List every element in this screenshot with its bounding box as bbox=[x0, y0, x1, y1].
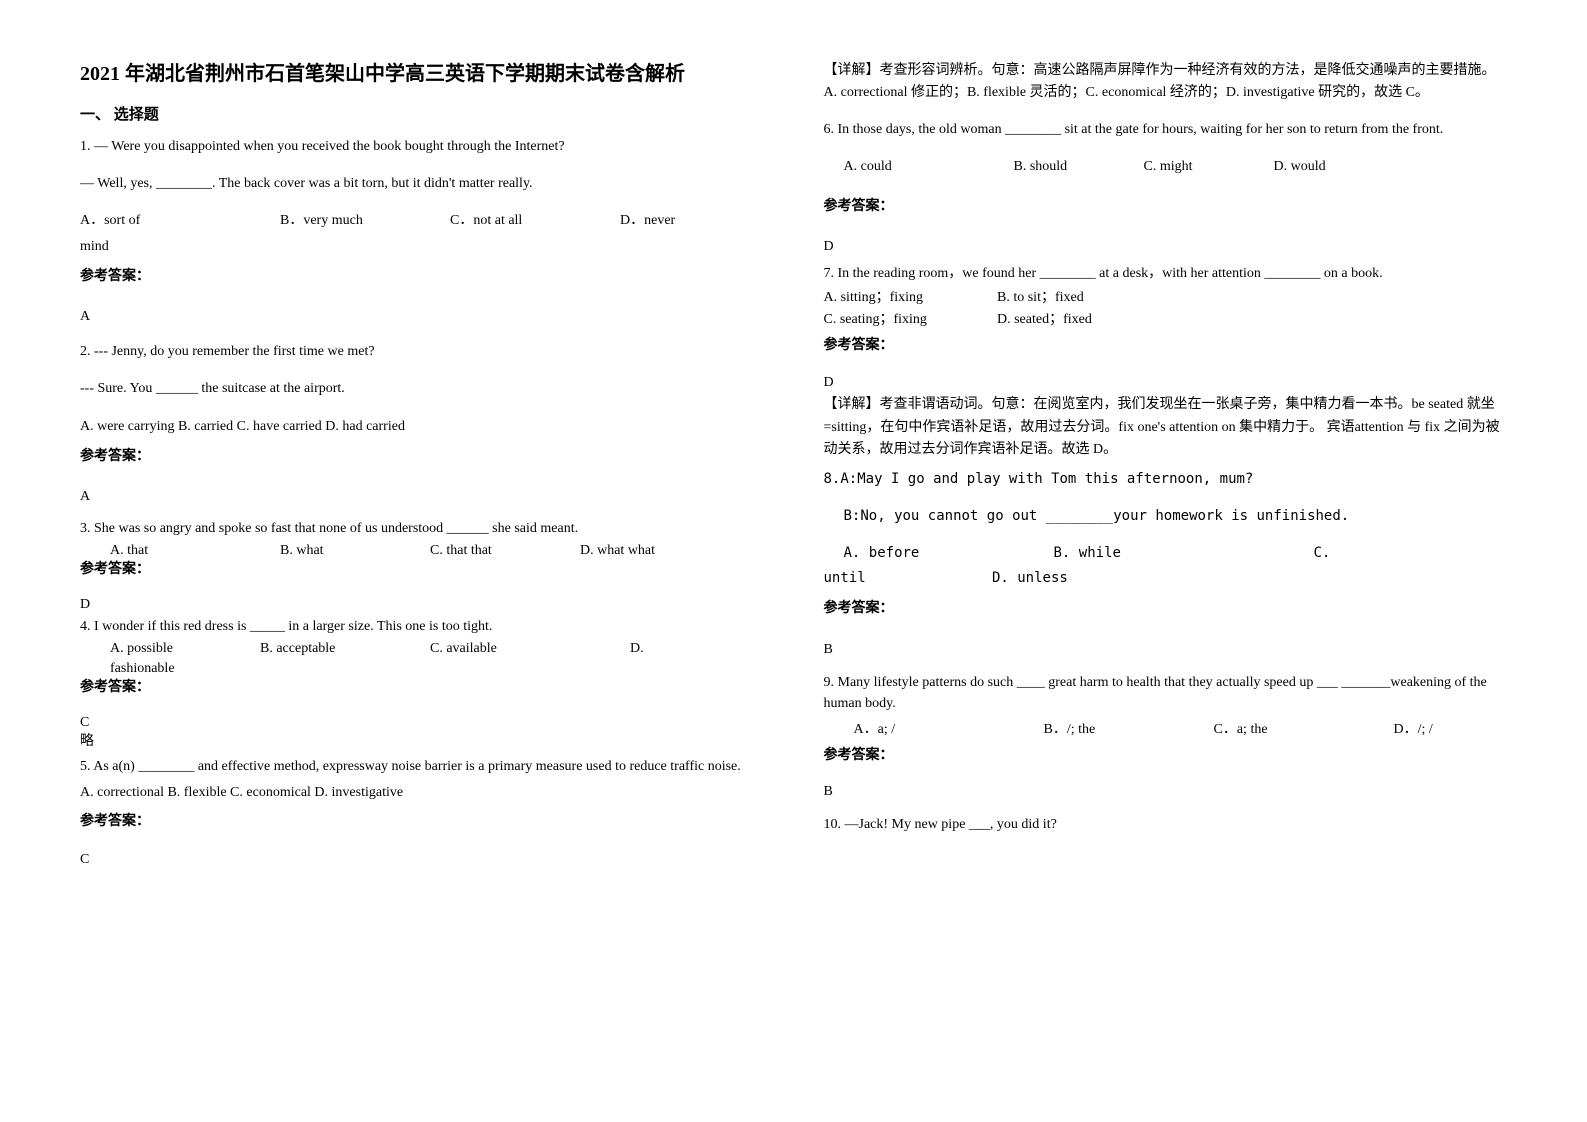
q9-optC: C．a; the bbox=[1214, 719, 1394, 740]
q1-line1: 1. — Were you disappointed when you rece… bbox=[80, 134, 764, 159]
q9-optA: A．a; / bbox=[854, 719, 1044, 740]
q1-optD-part1: D．never bbox=[620, 208, 675, 233]
q6-optB: B. should bbox=[1014, 154, 1144, 179]
question-4: 4. I wonder if this red dress is _____ i… bbox=[80, 617, 764, 752]
q7-optB: B. to sit；fixed bbox=[997, 290, 1084, 305]
q8-optA: A. before bbox=[844, 541, 1054, 566]
q3-answer: D bbox=[80, 595, 764, 615]
q7-answer: D bbox=[824, 372, 1508, 394]
q8-optD: D. unless bbox=[992, 570, 1068, 586]
q8-optC-part2: until bbox=[824, 566, 984, 591]
q2-answer: A bbox=[80, 484, 764, 509]
q4-optB: B. acceptable bbox=[260, 639, 430, 659]
q9-answer: B bbox=[824, 781, 1508, 802]
question-1: 1. — Were you disappointed when you rece… bbox=[80, 134, 764, 329]
question-8: 8.A:May I go and play with Tom this afte… bbox=[824, 467, 1508, 662]
q10-line1: 10. —Jack! My new pipe ___, you did it? bbox=[824, 812, 1508, 837]
question-2: 2. --- Jenny, do you remember the first … bbox=[80, 339, 764, 509]
q7-optC: C. seating；fixing bbox=[824, 309, 994, 331]
right-column: 【详解】考查形容词辨析。句意：高速公路隔声屏障作为一种经济有效的方法，是降低交通… bbox=[794, 60, 1538, 1082]
section-heading: 一、 选择题 bbox=[80, 103, 764, 124]
q7-optD: D. seated；fixed bbox=[997, 312, 1092, 327]
q3-optD: D. what what bbox=[580, 541, 655, 561]
q2-line2: --- Sure. You ______ the suitcase at the… bbox=[80, 376, 764, 401]
q1-answer-label: 参考答案： bbox=[80, 264, 764, 289]
q1-answer: A bbox=[80, 304, 764, 329]
q2-answer-label: 参考答案： bbox=[80, 444, 764, 469]
q4-optD-part2: fashionable bbox=[80, 659, 764, 679]
q1-optC: C．not at all bbox=[450, 208, 620, 233]
q5-line1: 5. As a(n) ________ and effective method… bbox=[80, 755, 764, 779]
q4-note: 略 bbox=[80, 732, 764, 752]
q4-line1: 4. I wonder if this red dress is _____ i… bbox=[80, 617, 764, 637]
q8-optB: B. while bbox=[1054, 541, 1314, 566]
q6-answer-label: 参考答案： bbox=[824, 194, 1508, 219]
question-3: 3. She was so angry and spoke so fast th… bbox=[80, 519, 764, 614]
q7-answer-label: 参考答案： bbox=[824, 335, 1508, 357]
q5-answer: C bbox=[80, 848, 764, 872]
q4-answer-label: 参考答案： bbox=[80, 678, 764, 698]
q9-optB: B．/; the bbox=[1044, 719, 1214, 740]
q1-line2: — Well, yes, ________. The back cover wa… bbox=[80, 171, 764, 196]
q2-line1: 2. --- Jenny, do you remember the first … bbox=[80, 339, 764, 364]
q4-optC: C. available bbox=[430, 639, 630, 659]
q6-line1: 6. In those days, the old woman ________… bbox=[824, 117, 1508, 142]
q7-optA: A. sitting；fixing bbox=[824, 287, 994, 309]
q5-explanation: 【详解】考查形容词辨析。句意：高速公路隔声屏障作为一种经济有效的方法，是降低交通… bbox=[824, 60, 1508, 105]
document-title: 2021 年湖北省荆州市石首笔架山中学高三英语下学期期末试卷含解析 bbox=[80, 60, 764, 88]
left-column: 2021 年湖北省荆州市石首笔架山中学高三英语下学期期末试卷含解析 一、 选择题… bbox=[50, 60, 794, 1082]
question-7: 7. In the reading room，we found her ____… bbox=[824, 263, 1508, 462]
question-6: 6. In those days, the old woman ________… bbox=[824, 117, 1508, 260]
q2-options: A. were carrying B. carried C. have carr… bbox=[80, 414, 764, 439]
q6-optD: D. would bbox=[1274, 154, 1326, 179]
q5-options: A. correctional B. flexible C. economica… bbox=[80, 781, 764, 805]
q6-optC: C. might bbox=[1144, 154, 1274, 179]
q8-line2: B:No, you cannot go out ________your hom… bbox=[824, 504, 1508, 529]
q4-optD-part1: D. bbox=[630, 639, 644, 659]
q3-answer-label: 参考答案： bbox=[80, 560, 764, 580]
question-5: 5. As a(n) ________ and effective method… bbox=[80, 755, 764, 872]
q1-optD-part2: mind bbox=[80, 234, 764, 259]
q7-line1: 7. In the reading room，we found her ____… bbox=[824, 263, 1508, 285]
q5-answer-label: 参考答案： bbox=[80, 810, 764, 834]
q3-optB: B. what bbox=[280, 541, 430, 561]
q9-optD: D．/; / bbox=[1394, 719, 1433, 740]
question-9: 9. Many lifestyle patterns do such ____ … bbox=[824, 672, 1508, 802]
q4-optA: A. possible bbox=[110, 639, 260, 659]
q8-answer: B bbox=[824, 637, 1508, 662]
q7-explanation: 【详解】考查非谓语动词。句意：在阅览室内，我们发现坐在一张桌子旁，集中精力看一本… bbox=[824, 394, 1508, 461]
q4-answer: C bbox=[80, 713, 764, 733]
question-10: 10. —Jack! My new pipe ___, you did it? bbox=[824, 812, 1508, 837]
q6-optA: A. could bbox=[844, 154, 1014, 179]
q9-line1: 9. Many lifestyle patterns do such ____ … bbox=[824, 672, 1508, 714]
q3-optC: C. that that bbox=[430, 541, 580, 561]
q1-optB: B．very much bbox=[280, 208, 450, 233]
q6-answer: D bbox=[824, 234, 1508, 259]
q9-answer-label: 参考答案： bbox=[824, 745, 1508, 766]
q8-line1: 8.A:May I go and play with Tom this afte… bbox=[824, 467, 1508, 492]
q3-optA: A. that bbox=[110, 541, 280, 561]
q8-answer-label: 参考答案： bbox=[824, 596, 1508, 621]
q3-line1: 3. She was so angry and spoke so fast th… bbox=[80, 519, 764, 539]
q8-optC-part1: C. bbox=[1314, 541, 1331, 566]
q1-optA: A．sort of bbox=[80, 208, 280, 233]
